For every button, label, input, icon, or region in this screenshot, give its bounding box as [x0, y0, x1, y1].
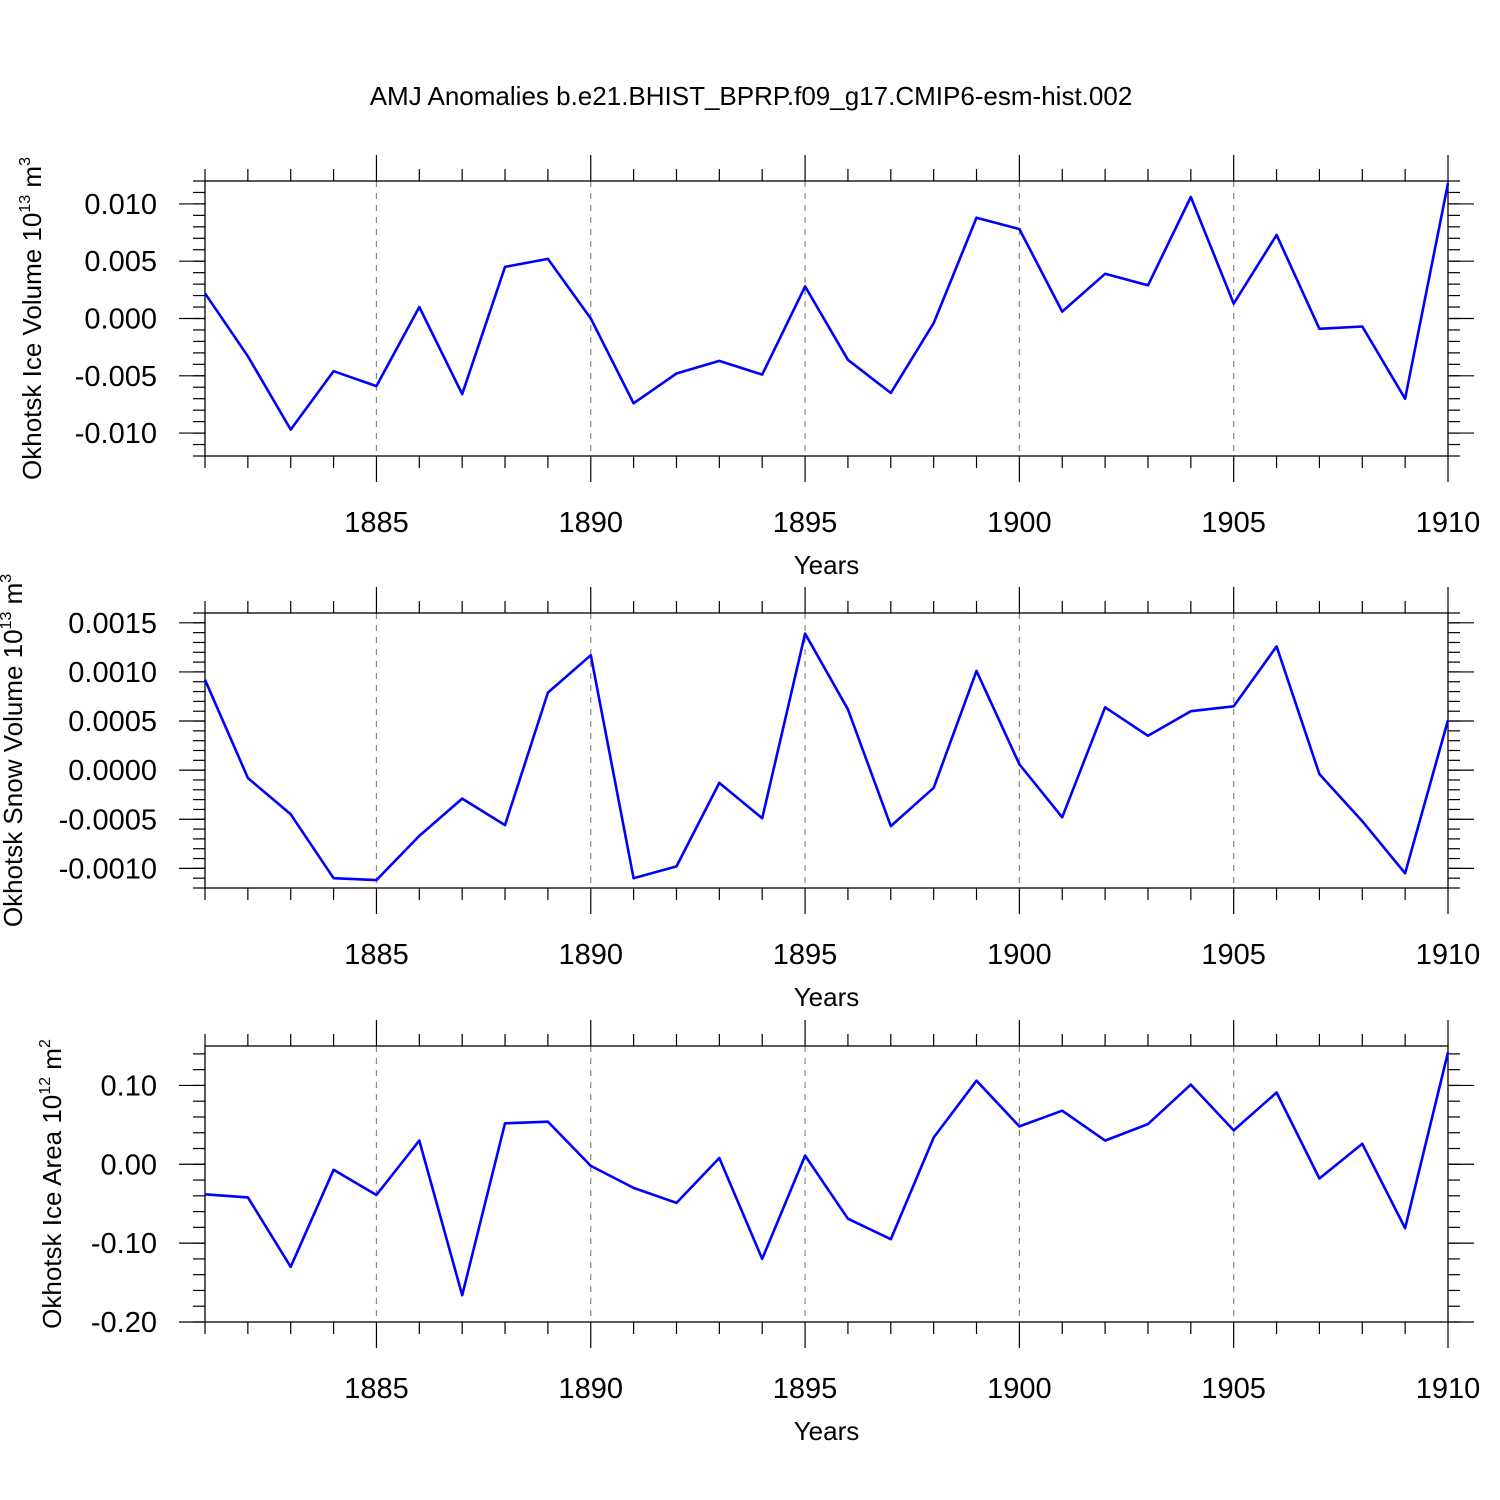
x-tick-label: 1900 — [987, 939, 1052, 971]
y-tick-label: 0.005 — [84, 246, 157, 278]
x-tick-label: 1890 — [559, 939, 624, 971]
series-line — [203, 183, 1450, 431]
x-tick-label: 1885 — [344, 1373, 409, 1405]
chart-title: AMJ Anomalies b.e21.BHIST_BPRP.f09_g17.C… — [370, 81, 1133, 111]
y-tick-label: 0.0010 — [68, 657, 157, 689]
panel-ice-area: 1885 1890 1895 1900 1905 1910 -0.20 -0.10 0.00 0.… — [37, 1020, 1480, 1446]
x-tick-label: 1910 — [1416, 507, 1481, 539]
x-tick-label: 1900 — [987, 507, 1052, 539]
y-axis-title: Okhotsk Snow Volume 1013 m3 — [0, 574, 28, 927]
x-tick-label: 1910 — [1416, 939, 1481, 971]
y-axis-title: Okhotsk Ice Area 1012 m2 — [37, 1039, 67, 1329]
y-tick-label: -0.10 — [91, 1228, 157, 1260]
x-tick-label: 1905 — [1201, 507, 1266, 539]
x-axis-title: Years — [794, 982, 860, 1012]
panel-snow-volume: 1885 1890 1895 1900 1905 1910 -0.0010 -0.0005 0.… — [0, 574, 1480, 1012]
y-axis-title: Okhotsk Ice Volume 1013 m3 — [17, 157, 47, 480]
x-axis-title: Years — [794, 550, 860, 580]
y-tick-label: -0.005 — [75, 361, 157, 393]
y-tick-label: 0.0015 — [68, 608, 157, 640]
y-tick-label: 0.00 — [101, 1149, 157, 1181]
x-tick-label: 1885 — [344, 939, 409, 971]
y-tick-label: 0.010 — [84, 189, 157, 221]
x-tick-label: 1900 — [987, 1373, 1052, 1405]
plot-frame — [204, 1045, 1449, 1323]
x-tick-label: 1905 — [1201, 939, 1266, 971]
x-tick-label: 1895 — [773, 1373, 838, 1405]
panel-ice-volume: 1885 1890 1895 1900 1905 1910 -0.010 -0.005 0.00… — [17, 155, 1480, 580]
x-tick-label: 1885 — [344, 507, 409, 539]
x-tick-label: 1890 — [559, 507, 624, 539]
y-tick-label: 0.0000 — [68, 755, 157, 787]
y-tick-label: -0.0010 — [59, 853, 157, 885]
x-tick-label: 1895 — [773, 939, 838, 971]
x-axis-title: Years — [794, 1416, 860, 1446]
series-line — [204, 1051, 1450, 1297]
y-tick-label: -0.010 — [75, 418, 157, 450]
x-tick-label: 1905 — [1201, 1373, 1266, 1405]
y-tick-label: -0.0005 — [59, 804, 157, 836]
series-line — [203, 632, 1450, 882]
y-tick-label: 0.0005 — [68, 706, 157, 738]
y-tick-label: 0.10 — [101, 1070, 157, 1102]
y-tick-label: -0.20 — [91, 1307, 157, 1339]
x-tick-label: 1910 — [1416, 1373, 1481, 1405]
x-tick-label: 1895 — [773, 507, 838, 539]
x-tick-label: 1890 — [559, 1373, 624, 1405]
y-tick-label: 0.000 — [84, 304, 157, 336]
